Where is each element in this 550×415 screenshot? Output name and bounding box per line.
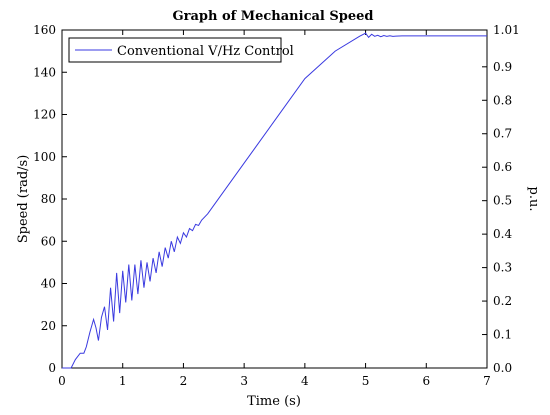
y-right-tick-label: 0.8 [493, 93, 512, 107]
x-tick-label: 7 [483, 374, 491, 388]
x-tick-label: 2 [180, 374, 188, 388]
chart-title: Graph of Mechanical Speed [173, 9, 374, 24]
series-line-conventional-vhz-control [62, 32, 487, 369]
y-tick-label: 60 [41, 234, 56, 248]
x-tick-label: 0 [58, 374, 66, 388]
y-right-tick-label: 0.9 [493, 60, 512, 74]
x-tick-label: 4 [301, 374, 309, 388]
x-tick-label: 6 [422, 374, 430, 388]
legend-label: Conventional V/Hz Control [117, 44, 294, 59]
y-right-tick-label: 0.4 [493, 227, 512, 241]
x-tick-label: 1 [119, 374, 127, 388]
y-right-tick-label: 0.7 [493, 127, 512, 141]
y-right-tick-label: 1.01 [493, 23, 520, 37]
y-tick-label: 120 [33, 108, 56, 122]
y-right-tick-label: 0.3 [493, 261, 512, 275]
legend: Conventional V/Hz Control [68, 37, 294, 63]
y-right-tick-label: 0.1 [493, 328, 512, 342]
y-axis-label: Speed (rad/s) [16, 155, 31, 244]
y-axis-right-label: p.u. [526, 187, 541, 212]
x-axis: 0 1 2 3 4 5 6 7 [58, 30, 491, 388]
y-right-tick-label: 0.0 [493, 361, 512, 375]
y-tick-label: 80 [41, 192, 56, 206]
y-right-tick-label: 0.6 [493, 160, 512, 174]
y-tick-label: 160 [33, 23, 56, 37]
y-axis-left: 0 20 40 60 80 100 120 140 160 [33, 23, 67, 375]
y-tick-label: 0 [48, 361, 56, 375]
x-axis-label: Time (s) [247, 394, 301, 409]
y-right-tick-label: 0.5 [493, 194, 512, 208]
x-tick-label: 3 [240, 374, 248, 388]
plot-frame [61, 29, 488, 369]
y-tick-label: 40 [41, 277, 56, 291]
y-tick-label: 20 [41, 319, 56, 333]
y-tick-label: 140 [33, 65, 56, 79]
y-axis-right: 0.0 0.1 0.2 0.3 0.4 0.5 0.6 0.7 0.8 0.9 1.01 [482, 23, 520, 375]
x-tick-label: 5 [362, 374, 370, 388]
y-right-tick-label: 0.2 [493, 294, 512, 308]
y-tick-label: 100 [33, 150, 56, 164]
